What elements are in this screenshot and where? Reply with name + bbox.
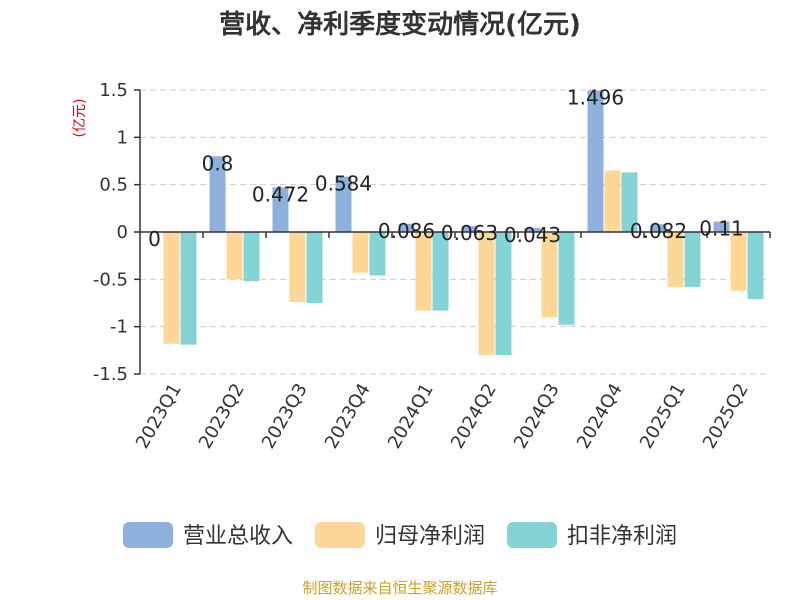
y-tick-label: -1.5 <box>93 364 128 385</box>
bar-3-2024Q1 <box>432 232 449 311</box>
bar-1-2024Q1 <box>398 223 415 232</box>
bar-2-2024Q4 <box>604 170 621 232</box>
x-tick-label: 2023Q3 <box>258 380 312 452</box>
x-tick-label: 2024Q1 <box>384 380 438 452</box>
bar-2-2023Q1 <box>163 232 180 344</box>
x-tick-label: 2024Q3 <box>510 380 564 452</box>
bar-2-2023Q3 <box>289 232 306 303</box>
data-label: 0.11 <box>699 217 744 241</box>
legend-label-3[interactable]: 扣非净利润 <box>567 524 677 549</box>
bar-3-2024Q2 <box>495 232 512 356</box>
bar-3-2025Q1 <box>684 232 701 287</box>
y-tick-label: -1 <box>110 317 128 338</box>
legend-swatch-2[interactable] <box>315 522 365 548</box>
data-label: 1.496 <box>567 85 624 109</box>
data-label: 0.472 <box>252 182 309 206</box>
x-tick-label: 2023Q2 <box>195 380 249 452</box>
y-tick-label: 1.5 <box>99 80 128 101</box>
legend-label-1[interactable]: 营业总收入 <box>183 524 293 549</box>
bar-3-2023Q4 <box>369 232 386 276</box>
bar-1-2024Q3 <box>524 227 541 232</box>
x-tick-label: 2024Q4 <box>573 380 627 452</box>
data-label: 0.063 <box>441 221 498 245</box>
bar-3-2023Q3 <box>306 232 323 303</box>
bar-3-2024Q3 <box>558 232 575 325</box>
data-label: 0.584 <box>315 172 372 196</box>
bar-2-2023Q4 <box>352 232 369 273</box>
bar-3-2023Q2 <box>243 232 260 282</box>
x-tick-label: 2025Q1 <box>636 380 690 452</box>
y-unit-label: (亿元) <box>72 99 88 138</box>
bar-1-2023Q3 <box>272 187 289 232</box>
y-tick-label: 1 <box>117 127 128 148</box>
bar-2-2024Q2 <box>478 232 495 356</box>
x-tick-label: 2023Q1 <box>132 380 186 452</box>
bar-2-2024Q1 <box>415 232 432 311</box>
legend: 营业总收入 归母净利润 扣非净利润 <box>123 522 677 549</box>
data-label: 0 <box>148 227 161 251</box>
source-note: 制图数据来自恒生聚源数据库 <box>302 579 497 597</box>
bars <box>146 90 764 356</box>
legend-label-2[interactable]: 归母净利润 <box>375 524 485 549</box>
bar-2-2023Q2 <box>226 232 243 280</box>
bar-2-2025Q1 <box>667 232 684 287</box>
data-label: 0.8 <box>202 151 234 175</box>
bar-1-2023Q4 <box>335 176 352 232</box>
bar-1-2025Q2 <box>713 221 730 232</box>
bar-1-2023Q2 <box>209 156 226 232</box>
x-tick-label: 2024Q2 <box>447 380 501 452</box>
legend-swatch-1[interactable] <box>123 522 173 548</box>
bar-3-2024Q4 <box>621 172 638 232</box>
bar-3-2023Q1 <box>180 232 197 345</box>
data-label: 0.043 <box>504 223 561 247</box>
y-tick-label: -0.5 <box>93 269 128 290</box>
bar-1-2025Q1 <box>650 224 667 232</box>
bar-2-2025Q2 <box>730 232 747 291</box>
bar-1-2024Q4 <box>587 90 604 233</box>
chart-title: 营收、净利季度变动情况(亿元) <box>219 9 581 40</box>
x-tick-label: 2023Q4 <box>321 380 375 452</box>
data-label: 0.082 <box>630 219 687 243</box>
y-tick-label: 0.5 <box>99 175 128 196</box>
bar-1-2024Q2 <box>461 226 478 232</box>
bar-2-2024Q3 <box>541 232 558 318</box>
x-tick-label: 2025Q2 <box>699 380 753 452</box>
legend-swatch-3[interactable] <box>507 522 557 548</box>
bar-3-2025Q2 <box>747 232 764 300</box>
data-label: 0.086 <box>378 219 435 243</box>
y-tick-label: 0 <box>117 222 128 243</box>
